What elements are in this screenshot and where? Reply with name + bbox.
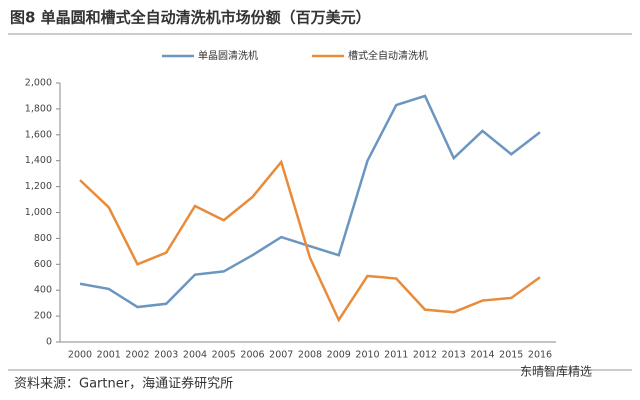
- watermark: 东晴智库精选: [520, 364, 592, 379]
- x-tick-label: 2010: [355, 350, 379, 361]
- x-tick-label: 2005: [212, 350, 236, 361]
- x-tick-label: 2008: [298, 350, 322, 361]
- chart-title: 图8 单晶圆和槽式全自动清洗机市场份额（百万美元）: [10, 9, 371, 27]
- y-tick-label: 1,800: [25, 103, 52, 114]
- legend-label: 单晶圆清洗机: [198, 49, 258, 62]
- x-tick-label: 2007: [269, 350, 293, 361]
- x-tick-label: 2009: [327, 350, 351, 361]
- y-tick-label: 800: [34, 233, 52, 244]
- series-line: [79, 159, 541, 323]
- source: 资料来源：Gartner，海通证券研究所: [14, 376, 233, 392]
- x-tick-label: 2013: [442, 350, 466, 361]
- x-tick-label: 2015: [499, 350, 523, 361]
- x-tick-label: 2016: [528, 350, 552, 361]
- y-tick-label: 1,400: [25, 155, 52, 166]
- x-tick-label: 2003: [154, 350, 178, 361]
- x-tick-label: 2012: [413, 350, 437, 361]
- legend-label: 槽式全自动清洗机: [348, 49, 428, 62]
- x-tick-label: 2011: [384, 350, 408, 361]
- x-tick-label: 2006: [240, 350, 264, 361]
- y-tick-label: 1,200: [25, 181, 52, 192]
- y-tick-label: 1,000: [25, 207, 52, 218]
- y-tick-label: 1,600: [25, 129, 52, 140]
- y-tick-label: 400: [34, 285, 52, 296]
- x-tick-label: 2004: [183, 350, 207, 361]
- x-tick-label: 2001: [97, 350, 121, 361]
- x-tick-label: 2000: [68, 350, 92, 361]
- y-tick-label: 2,000: [25, 78, 52, 89]
- x-tick-label: 2014: [470, 350, 494, 361]
- series-line: [79, 94, 541, 309]
- x-tick-label: 2002: [125, 350, 149, 361]
- y-tick-label: 600: [34, 259, 52, 270]
- y-tick-label: 200: [34, 311, 52, 322]
- y-tick-label: 0: [46, 337, 52, 348]
